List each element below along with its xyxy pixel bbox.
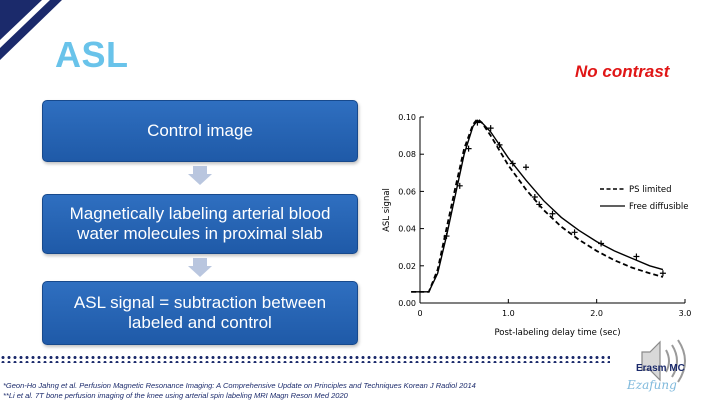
- data-point-marker: [523, 164, 529, 171]
- x-tick-label: 2.0: [590, 309, 603, 318]
- x-tick-label: 1.0: [502, 309, 515, 318]
- dotted-divider: [0, 355, 610, 363]
- flow-arrow-down-icon: [188, 166, 212, 185]
- data-point-marker: [659, 270, 666, 277]
- y-tick-label: 0.08: [398, 150, 416, 159]
- data-point-marker: [536, 201, 543, 208]
- reference-2: **Li et al. 7T bone perfusion imaging of…: [3, 391, 348, 400]
- data-point-marker: [571, 229, 578, 236]
- flow-step-label: ASL signal = subtraction between labeled…: [73, 293, 327, 332]
- erasmus-mc-logo-text: Erasm MC: [636, 363, 685, 374]
- y-axis-label: ASL signal: [382, 188, 392, 232]
- legend-label: Free diffusible: [629, 202, 689, 212]
- series-line-free-diffusible: [411, 119, 664, 293]
- flow-arrow-down-icon: [188, 258, 212, 277]
- data-point-marker: [598, 240, 605, 247]
- flow-step-label: Control image: [147, 121, 253, 140]
- data-point-marker: [549, 210, 556, 217]
- y-tick-label: 0.10: [398, 113, 416, 122]
- data-point-marker: [633, 253, 640, 260]
- data-point-marker: [443, 233, 450, 240]
- data-point-marker: [496, 141, 503, 148]
- y-tick-label: 0.04: [398, 225, 416, 234]
- data-point-marker: [509, 160, 516, 167]
- data-point-marker: [531, 193, 538, 200]
- flow-step-label: Magnetically labeling arterial blood wat…: [69, 204, 331, 243]
- y-tick-label: 0.06: [398, 187, 416, 196]
- data-point-marker: [465, 145, 472, 152]
- no-contrast-label: No contrast: [575, 62, 670, 81]
- flow-step-labeling: Magnetically labeling arterial blood wat…: [42, 194, 358, 254]
- flow-step-subtraction: ASL signal = subtraction between labeled…: [42, 281, 358, 345]
- series-line-ps-limited: [411, 117, 664, 293]
- flow-step-control-image: Control image: [42, 100, 358, 162]
- x-tick-label: 3.0: [679, 309, 692, 318]
- corner-decoration-core: [0, 0, 42, 40]
- speaker-icon[interactable]: [612, 330, 712, 400]
- y-tick-label: 0.00: [398, 299, 416, 308]
- x-tick-label: 0: [417, 309, 422, 318]
- asl-signal-chart: 0.00 0.02 0.04 0.06 0.08 0.10 0 1.0 2.0 3.0 Post-l…: [382, 113, 692, 338]
- data-point-marker: [456, 182, 463, 189]
- data-point-marker: [487, 125, 494, 132]
- y-tick-label: 0.02: [398, 262, 416, 271]
- erasmus-mc-logo-script: Ezafung: [627, 378, 677, 392]
- x-axis-label: Post-labeling delay time (sec): [494, 328, 620, 338]
- slide-title: ASL: [55, 34, 129, 75]
- reference-1: *Geon-Ho Jahng et al. Perfusion Magnetic…: [3, 381, 476, 390]
- data-point-marker: [474, 119, 481, 126]
- legend-label: PS limited: [629, 185, 672, 195]
